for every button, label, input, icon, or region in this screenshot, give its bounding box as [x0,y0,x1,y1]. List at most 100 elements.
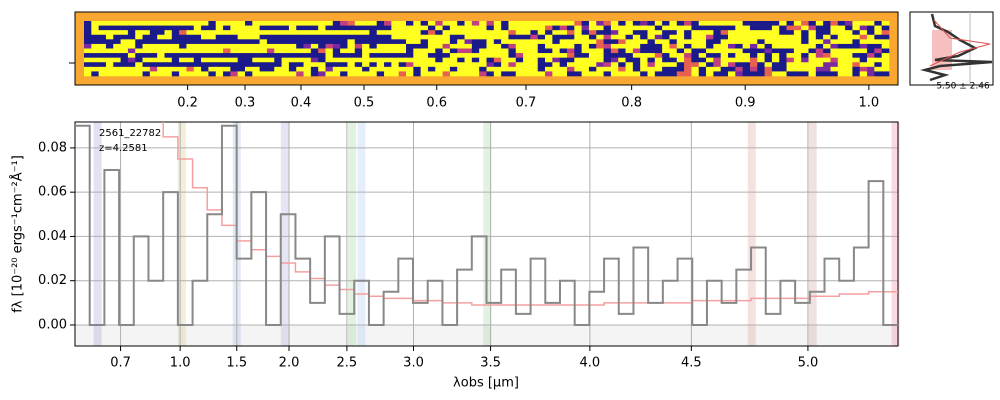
pixel [654,39,663,45]
pixel [274,39,282,45]
pixel [684,21,692,26]
pixel [332,34,341,40]
pixel [779,34,787,40]
pixel [84,66,92,72]
pixel [464,39,473,45]
pixel [728,62,736,68]
pixel [720,66,729,72]
pixel [318,71,326,77]
pixel [281,71,290,77]
pixel [852,34,861,40]
pixel [757,48,765,54]
pixel [98,62,107,68]
pixel [610,25,619,31]
pixel [779,53,787,58]
pixel [764,43,773,49]
y-tick-label: 0.00 [38,317,67,332]
pixel [793,25,802,31]
pixel [823,43,831,49]
flux-line [75,124,898,326]
pixel [420,62,429,68]
pixel [830,21,839,26]
pixel [654,66,663,72]
pixel [625,30,634,36]
pixel [881,43,890,49]
pixel [815,48,824,54]
pixel [493,43,502,49]
pixel [266,21,275,26]
pixel [588,57,597,63]
pixel [786,21,795,26]
pixel [757,30,765,36]
pixel [442,30,451,36]
pixel [171,57,180,63]
pixel [208,21,217,26]
pixel [120,57,129,63]
pixel [735,30,743,36]
pixel [105,39,114,45]
pixel [610,34,619,40]
pixel [179,71,187,77]
pixel [508,57,517,63]
pixel [596,21,604,26]
pixel [545,53,553,58]
pixel [398,62,407,68]
pixel [581,34,590,40]
pixel [632,57,641,63]
pixel [647,21,656,26]
pixel [654,25,663,31]
pixel [486,48,495,54]
pixel [332,30,341,36]
pixel [786,57,795,63]
pixel [501,30,509,36]
line-band [891,122,900,346]
pixel [230,30,238,36]
pixel [296,62,304,68]
pixel [815,66,824,72]
pixel [179,66,187,72]
pixel [318,53,326,58]
pixel [362,62,370,68]
pixel [171,66,180,72]
pixel [669,53,678,58]
pixel [581,71,590,77]
pixel [764,39,773,45]
pixel [852,66,861,72]
pixel [801,48,809,54]
pixel [801,43,809,49]
pixel [201,66,209,72]
pixel [303,62,312,68]
pixel [691,57,700,63]
pixel [596,53,604,58]
pixel [215,53,224,58]
pixel [120,62,129,68]
pixel [698,53,707,58]
pixel [237,62,246,68]
pixel [149,25,158,31]
pixel [801,53,809,58]
pixel [508,71,517,77]
pixel [252,71,260,77]
series-group [75,122,898,326]
rest-x-tick-label: 0.4 [291,96,312,111]
pixel [588,39,597,45]
pixel [113,34,121,40]
pixel [793,39,802,45]
pixel [859,53,868,58]
pixel [120,25,129,31]
pixel [698,43,707,49]
pixel [98,71,107,77]
pixel [632,48,641,54]
y-tick-label: 0.04 [38,229,67,244]
pixel [105,25,114,31]
pixel [647,71,656,77]
pixel [567,57,575,63]
pixel [823,34,831,40]
pixel [530,62,539,68]
pixel [530,57,539,63]
pixel [852,25,861,31]
pixel [105,57,114,63]
pixel [501,21,509,26]
pixel [749,66,758,72]
pixel [354,62,363,68]
